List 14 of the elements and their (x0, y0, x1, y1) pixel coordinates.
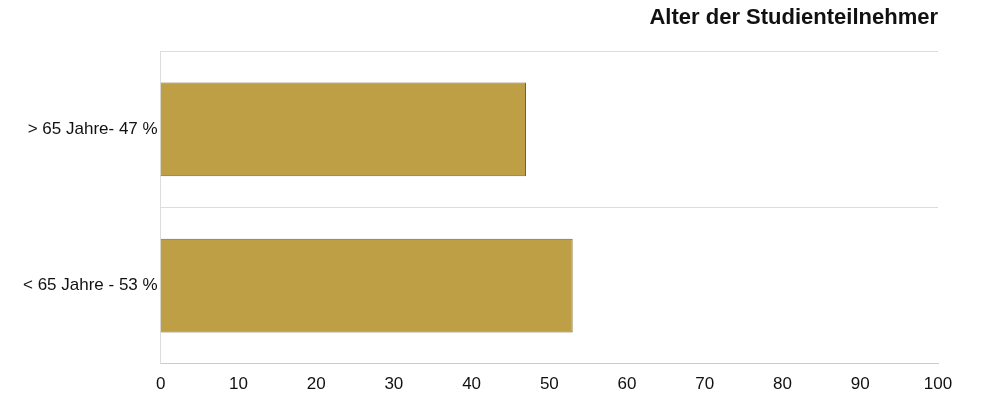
x-tick-label: 70 (695, 374, 715, 394)
y-tick-label: > 65 Jahre- 47 % (27, 119, 158, 139)
x-tick-label: 90 (850, 374, 870, 394)
y-tick-label: < 65 Jahre - 53 % (22, 275, 158, 295)
x-tick-label: 0 (155, 374, 166, 394)
x-tick-label: 10 (228, 374, 248, 394)
x-tick-label: 50 (539, 374, 559, 394)
x-tick-label: 20 (306, 374, 326, 394)
x-tick-label: 80 (773, 374, 792, 394)
x-tick-label: 30 (384, 374, 404, 394)
x-tick-label: 100 (923, 374, 953, 394)
x-tick-label: 60 (617, 374, 637, 394)
x-tick-label: 40 (462, 374, 482, 394)
chart-title: Alter der Studienteilnehmer (649, 4, 939, 30)
